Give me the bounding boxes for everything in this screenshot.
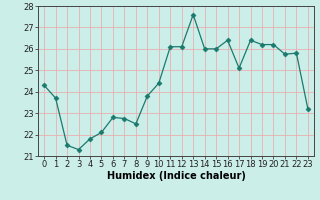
X-axis label: Humidex (Indice chaleur): Humidex (Indice chaleur) — [107, 171, 245, 181]
